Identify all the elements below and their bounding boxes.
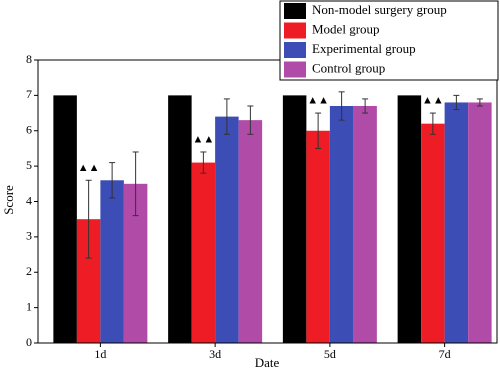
legend-label: Experimental group	[312, 41, 416, 56]
legend-label: Model group	[312, 21, 380, 36]
y-tick-label: 3	[26, 229, 32, 243]
bar	[397, 95, 422, 343]
error-bar	[85, 179, 92, 259]
y-tick-label: 1	[26, 299, 32, 313]
y-tick-label: 2	[26, 264, 32, 278]
annotation: ▲▲	[422, 95, 444, 107]
legend-label: Non-model surgery group	[312, 2, 447, 17]
x-tick-label: 5d	[324, 347, 336, 361]
bar	[421, 123, 445, 343]
bar	[444, 102, 469, 343]
error-bar	[429, 112, 436, 135]
legend-swatch	[284, 3, 306, 19]
y-tick-label: 8	[26, 52, 32, 66]
error-bar	[247, 105, 254, 135]
x-tick-label: 1d	[94, 347, 106, 361]
y-tick-label: 6	[26, 123, 32, 137]
x-tick-label: 7d	[439, 347, 451, 361]
x-axis-label: Date	[255, 355, 280, 370]
legend-swatch	[284, 61, 306, 78]
error-bar	[315, 112, 322, 149]
error-bar	[453, 94, 460, 111]
bar	[100, 180, 124, 343]
bar	[306, 130, 330, 343]
error-bar	[476, 98, 483, 107]
plot-frame	[37, 59, 498, 344]
y-tick-label: 0	[26, 335, 32, 349]
legend-label: Control group	[312, 60, 385, 75]
legend-box	[279, 0, 499, 81]
error-bar	[338, 91, 345, 121]
bar	[168, 95, 192, 343]
bar	[282, 95, 307, 343]
annotation: ▲▲	[192, 134, 214, 146]
error-bar	[109, 162, 116, 199]
bar	[191, 162, 216, 343]
y-tick-label: 4	[26, 193, 32, 207]
error-bar	[132, 151, 139, 217]
y-tick-label: 7	[26, 87, 32, 101]
annotation: ▲▲	[78, 162, 100, 174]
error-bar	[362, 98, 369, 114]
bar	[215, 116, 239, 343]
bar	[353, 105, 377, 343]
annotation: ▲▲	[307, 95, 329, 107]
bar	[238, 120, 263, 343]
error-bar	[200, 151, 207, 174]
bar	[76, 219, 101, 343]
y-tick-label: 5	[26, 158, 32, 172]
x-tick-label: 3d	[209, 347, 221, 361]
bar	[468, 102, 492, 343]
bar	[53, 95, 77, 343]
y-axis-label: Score	[1, 185, 16, 215]
bar	[329, 105, 354, 343]
legend-swatch	[284, 42, 306, 58]
bar	[123, 183, 148, 343]
legend-swatch	[284, 22, 306, 39]
error-bar	[223, 98, 230, 135]
